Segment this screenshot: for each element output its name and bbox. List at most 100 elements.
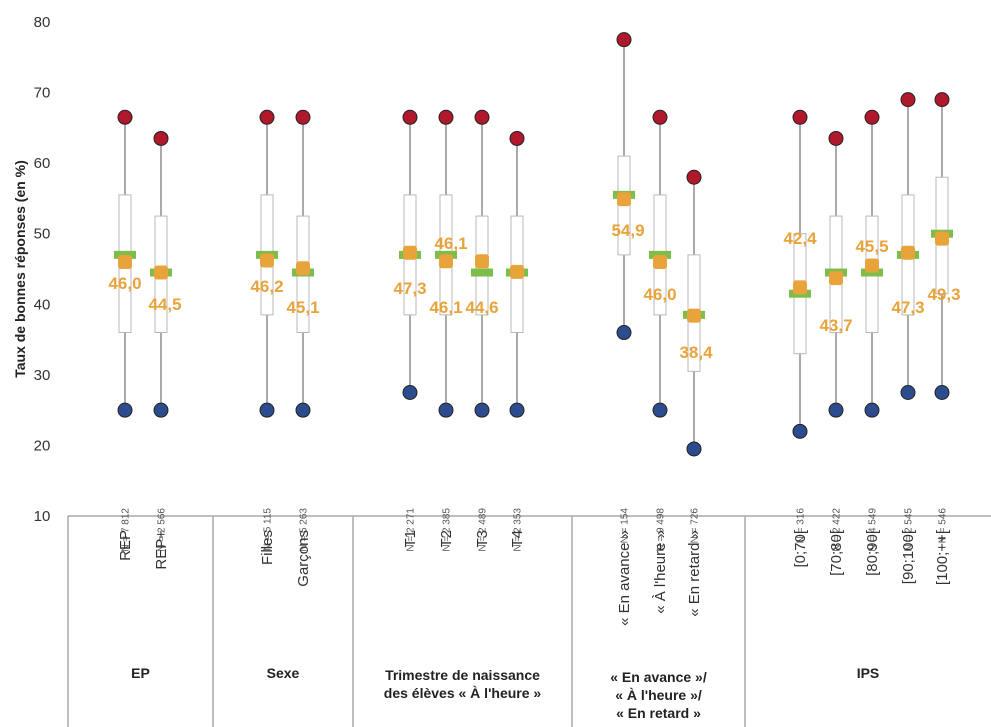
n-label: N = 7 812 [121, 508, 132, 552]
min-dot [295, 402, 311, 418]
mean-marker [510, 264, 524, 279]
min-dot [438, 402, 454, 418]
mean-marker [653, 254, 667, 269]
mean-marker [296, 261, 310, 276]
box-item [649, 109, 671, 418]
mean-marker [865, 258, 879, 273]
max-dot [117, 109, 133, 125]
median-bar [649, 250, 671, 259]
n-label: N = 2 566 [157, 508, 168, 552]
y-tick-label: 10 [34, 508, 51, 525]
max-dot [259, 109, 275, 125]
mean-value-label: 54,9 [611, 221, 644, 240]
max-dot [864, 109, 880, 125]
box-item [399, 109, 421, 400]
mean-marker [687, 308, 701, 323]
max-dot [438, 109, 454, 125]
mean-value-label: 46,1 [434, 234, 467, 253]
min-dot [616, 325, 632, 341]
group-dividers [67, 516, 746, 727]
min-dot [686, 441, 702, 457]
min-dot [828, 402, 844, 418]
box-item [114, 109, 136, 418]
y-tick-label: 50 [34, 226, 51, 243]
mean-marker [118, 254, 132, 269]
n-label: N = 2 385 [442, 508, 453, 552]
y-tick-label: 80 [34, 14, 51, 31]
mean-marker [260, 253, 274, 268]
box-item [683, 169, 705, 457]
box-item [506, 130, 528, 418]
mean-marker [154, 265, 168, 280]
n-label: N = 546 [938, 508, 949, 544]
min-dot [259, 402, 275, 418]
y-tick-label: 60 [34, 155, 51, 172]
median-bar [861, 268, 883, 277]
group-label: « À l'heure »/ [615, 687, 702, 703]
mean-marker [935, 231, 949, 246]
category-label: REP+ [153, 530, 170, 570]
group-label: « En retard » [616, 705, 701, 721]
mean-value-label: 44,6 [465, 298, 498, 317]
max-dot [153, 130, 169, 146]
max-dot [900, 92, 916, 108]
box-item [256, 109, 278, 418]
mean-value-label: 46,1 [429, 298, 462, 317]
y-axis-title: Taux de bonnes réponses (en %) [12, 160, 28, 378]
group-label: EP [131, 665, 150, 681]
mean-value-label: 43,7 [819, 316, 852, 335]
category-label: « À l'heure » [652, 530, 669, 614]
y-tick-label: 30 [34, 367, 51, 384]
mean-marker [617, 192, 631, 207]
n-label: N = 2 271 [406, 508, 417, 552]
category-label: « En retard » [686, 530, 703, 617]
box-item [150, 130, 172, 418]
n-label: N = 154 [620, 508, 631, 544]
box-item [825, 130, 847, 418]
y-tick-label: 40 [34, 296, 51, 313]
mean-value-label: 49,3 [927, 285, 960, 304]
mean-marker [901, 245, 915, 260]
group-label: « En avance »/ [610, 669, 707, 685]
group-label: des élèves « À l'heure » [384, 685, 542, 701]
category-label: REP [117, 530, 134, 561]
min-dot [792, 423, 808, 439]
mean-value-label: 42,4 [783, 229, 817, 248]
category-label: [70;80[ [828, 529, 845, 576]
max-dot [616, 32, 632, 48]
mean-value-label: 44,5 [148, 295, 181, 314]
box-item [292, 109, 314, 418]
mean-marker [829, 271, 843, 286]
mean-marker [439, 254, 453, 269]
category-label: [90;100[ [900, 529, 917, 584]
n-label: N = 726 [690, 508, 701, 544]
max-dot [509, 130, 525, 146]
n-label: N = 2 353 [513, 508, 524, 552]
min-dot [652, 402, 668, 418]
max-dot [792, 109, 808, 125]
box-item [435, 109, 457, 418]
category-label: T3 [474, 530, 491, 548]
category-label: Garçons [295, 530, 312, 587]
box-item [897, 92, 919, 400]
min-dot [864, 402, 880, 418]
min-dot [117, 402, 133, 418]
min-dot [934, 385, 950, 400]
category-label: « En avance » [616, 530, 633, 626]
category-label: T2 [438, 530, 455, 548]
group-label: IPS [857, 665, 880, 681]
max-dot [934, 92, 950, 108]
box-item [471, 109, 493, 418]
mean-marker [793, 280, 807, 295]
y-axis: 10 20 30 40 50 60 70 80 Taux de bonnes réponses … [12, 14, 991, 525]
category-label: [100;++[ [934, 529, 951, 585]
median-bar [114, 250, 136, 259]
n-label: N = 2 545 [904, 508, 915, 552]
category-label: Filles [259, 530, 276, 565]
y-tick-label: 20 [34, 437, 51, 454]
n-label: N = 2 489 [478, 508, 489, 552]
category-label: T4 [509, 530, 526, 548]
box-item [931, 92, 953, 400]
n-label: N = 5 115 [263, 508, 274, 551]
